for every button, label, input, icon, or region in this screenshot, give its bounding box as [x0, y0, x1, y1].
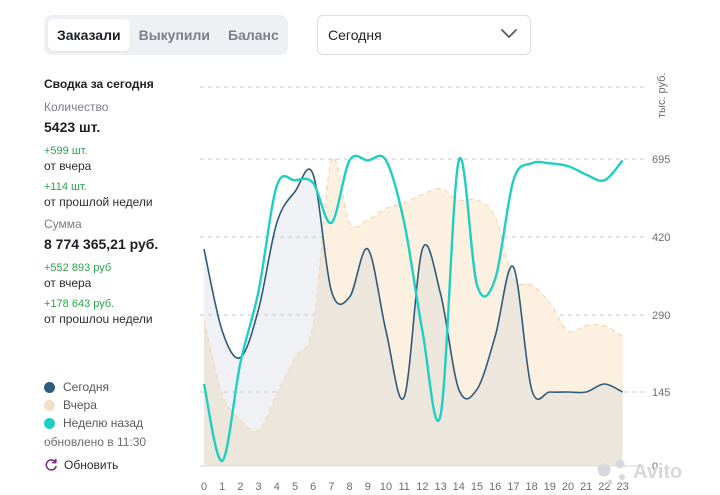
x-tick-label: 21: [580, 481, 592, 493]
y-tick-label: 695: [652, 154, 670, 166]
x-tick-label: 0: [201, 481, 207, 493]
updated-time: обновлено в 11:30: [44, 435, 147, 449]
x-tick-label: 12: [416, 481, 428, 493]
period-select[interactable]: Сегодня: [317, 15, 531, 55]
x-tick-label: 9: [365, 481, 371, 493]
yesterday-color-dot: [44, 399, 55, 411]
sum-label: Сумма: [44, 217, 82, 231]
x-tick-label: 22: [598, 481, 610, 493]
x-tick-label: 11: [398, 481, 409, 493]
series-today-area: [204, 169, 623, 466]
quantity-label: Количество: [44, 100, 109, 114]
quantity-delta-week: +114 шт.: [44, 181, 87, 193]
x-tick-label: 18: [525, 481, 537, 493]
legend-label-yesterday: Вчера: [63, 398, 97, 412]
sum-value: 8 774 365,21 руб.: [44, 236, 159, 252]
x-tick-label: 4: [274, 481, 280, 493]
legend-item-today: Сегодня: [44, 380, 109, 394]
summary-title: Сводка за сегодня: [44, 77, 154, 91]
tab-balance[interactable]: Баланс: [228, 27, 279, 43]
sum-from-yesterday: от вчера: [44, 276, 92, 290]
tab-ordered[interactable]: Заказали: [48, 19, 130, 51]
quantity-from-last-week: от прошлой недели: [44, 195, 153, 209]
legend-label-today: Сегодня: [63, 380, 109, 394]
y-tick-label: 420: [652, 232, 670, 244]
period-select-value: Сегодня: [328, 27, 382, 43]
refresh-icon: [45, 458, 57, 471]
week-ago-color-dot: [44, 417, 55, 429]
x-tick-label: 10: [380, 481, 392, 493]
series-week-ago-line: [202, 154, 624, 463]
legend-item-yesterday: Вчера: [44, 398, 97, 412]
y-axis-ticks: 0 145 290 420 695: [652, 154, 670, 473]
quantity-delta-yesterday: +599 шт.: [44, 145, 88, 157]
y-tick-label: 290: [652, 310, 670, 322]
refresh-button[interactable]: Обновить: [44, 458, 118, 472]
y-tick-label: 145: [652, 387, 670, 399]
y-tick-label: 0: [652, 461, 658, 473]
x-tick-label: 16: [489, 481, 501, 493]
quantity-from-yesterday: от вчера: [44, 159, 92, 173]
x-tick-label: 5: [292, 481, 298, 493]
sum-from-last-week: от прошлоu недели: [44, 312, 153, 326]
watermark-text: Avito: [633, 461, 682, 483]
x-tick-label: 1: [219, 481, 225, 493]
x-tick-label: 23: [616, 481, 628, 493]
x-tick-label: 15: [471, 481, 483, 493]
today-color-dot: [44, 381, 55, 393]
x-tick-label: 7: [328, 481, 334, 493]
refresh-label: Обновить: [64, 458, 119, 472]
x-tick-label: 8: [347, 481, 353, 493]
chevron-down-icon: [501, 29, 517, 38]
x-tick-label: 2: [237, 481, 243, 493]
x-tick-label: 6: [310, 481, 316, 493]
series-yesterday-line: [203, 157, 623, 432]
avito-watermark: Avito: [597, 459, 682, 485]
y-axis-label: тыс. руб.: [656, 72, 668, 118]
x-tick-label: 14: [453, 481, 465, 493]
x-tick-label: 17: [507, 481, 519, 493]
x-tick-label: 13: [434, 481, 446, 493]
quantity-value: 5423 шт.: [44, 119, 101, 135]
series-today-line: [203, 168, 623, 401]
legend-item-week-ago: Неделю назад: [44, 416, 143, 430]
legend-label-week-ago: Неделю назад: [63, 416, 144, 430]
tab-bought-out[interactable]: Выкупили: [138, 27, 211, 43]
view-tabs: Заказали Выкупили Баланс: [44, 15, 288, 55]
x-tick-label: 19: [544, 481, 556, 493]
sum-delta-week: +178 643 руб.: [44, 298, 115, 310]
x-tick-label: 20: [562, 481, 574, 493]
sum-delta-yesterday: +552 893 руб: [44, 262, 112, 274]
series-yesterday-area: [204, 157, 623, 466]
x-tick-label: 3: [256, 481, 262, 493]
x-axis-ticks: 0 1 2 3 4 5 6 7 8 9 10 11 12 13 14 15 16 17 18 19 20 21 22 23: [201, 481, 629, 493]
